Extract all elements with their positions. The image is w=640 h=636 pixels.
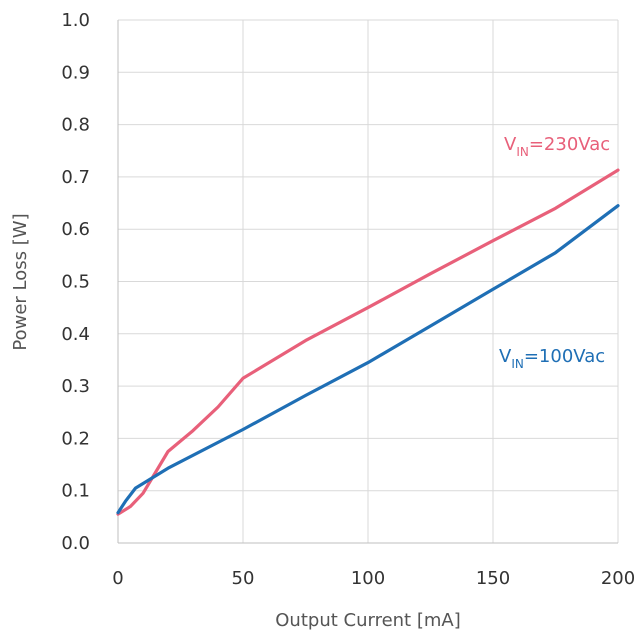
y-tick-label: 1.0	[61, 10, 90, 31]
y-tick-label: 0.4	[61, 324, 90, 345]
y-tick-label: 0.1	[61, 481, 90, 502]
x-tick-label: 200	[601, 568, 635, 589]
axes	[117, 20, 618, 544]
series-labels: VIN=230Vac VIN=100Vac	[499, 134, 610, 371]
y-tick-label: 0.9	[61, 62, 90, 83]
y-tick-label: 0.7	[61, 167, 90, 188]
y-tick-label: 0.0	[61, 533, 90, 554]
x-axis-title: Output Current [mA]	[275, 610, 460, 631]
y-tick-label: 0.3	[61, 376, 90, 397]
series-lines	[116, 168, 620, 516]
y-tick-label: 0.8	[61, 115, 90, 136]
x-tick-label: 100	[351, 568, 385, 589]
x-tick-label: 150	[476, 568, 510, 589]
y-tick-label: 0.5	[61, 272, 90, 293]
grid-lines	[118, 19, 619, 543]
series-label-2: VIN=100Vac	[499, 346, 605, 371]
x-tick-label: 50	[232, 568, 255, 589]
y-tick-label: 0.2	[61, 428, 90, 449]
series-line-1	[116, 168, 620, 516]
series-label-1: VIN=230Vac	[504, 134, 610, 159]
tick-labels: 0.0 0.1 0.2 0.3 0.4 0.5 0.6 0.7 0.8 0.9 1.0 0 50 100 1…	[61, 10, 635, 589]
x-tick-label: 0	[112, 568, 123, 589]
y-tick-label: 0.6	[61, 219, 90, 240]
y-axis-title: Power Loss [W]	[10, 213, 31, 350]
series-line-2	[116, 204, 620, 515]
